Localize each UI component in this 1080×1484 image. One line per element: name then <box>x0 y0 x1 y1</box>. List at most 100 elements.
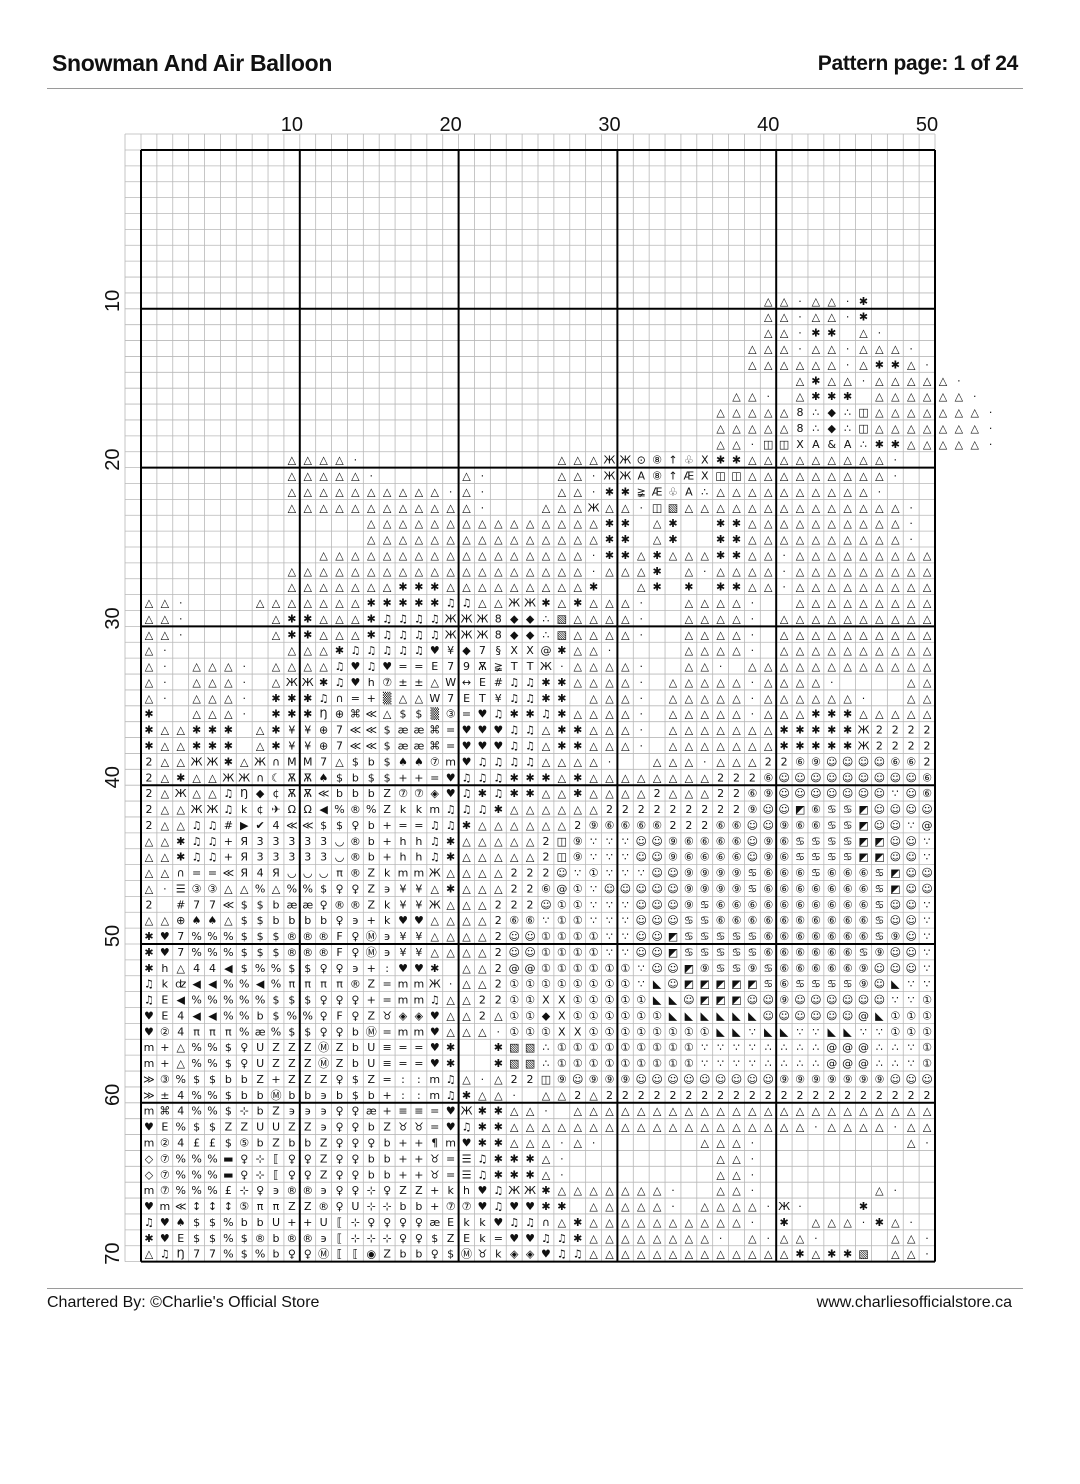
stitch-symbol: △ <box>764 327 773 340</box>
stitch-symbol: ♫ <box>398 612 408 625</box>
stitch-symbol: ⑥ <box>747 787 757 800</box>
stitch-symbol: △ <box>573 549 582 562</box>
stitch-symbol: $ <box>272 1009 279 1022</box>
stitch-symbol: ♫ <box>509 676 519 689</box>
stitch-symbol: △ <box>161 740 170 753</box>
stitch-symbol: ① <box>605 1057 615 1070</box>
stitch-symbol: ∴ <box>844 406 851 419</box>
stitch-symbol: · <box>751 628 755 641</box>
stitch-symbol: △ <box>748 755 757 768</box>
stitch-symbol: ♫ <box>493 771 503 784</box>
column-number-label: 10 <box>281 114 303 136</box>
stitch-symbol: $ <box>288 962 295 975</box>
stitch-symbol: ∵ <box>590 882 597 895</box>
stitch-symbol: · <box>751 1137 755 1150</box>
stitch-symbol: = <box>383 978 392 991</box>
stitch-symbol: £ <box>225 1184 232 1197</box>
stitch-symbol: △ <box>573 676 582 689</box>
stitch-symbol: ◩ <box>874 851 884 864</box>
stitch-symbol: ◣ <box>685 1009 694 1022</box>
stitch-symbol: ↔ <box>462 676 471 689</box>
stitch-symbol: △ <box>367 549 376 562</box>
stitch-symbol: b <box>415 1200 422 1213</box>
stitch-symbol: m <box>445 1137 456 1150</box>
stitch-symbol: ① <box>573 946 583 959</box>
stitch-symbol: ① <box>589 1025 599 1038</box>
stitch-symbol: △ <box>383 485 392 498</box>
stitch-symbol: ∴ <box>765 1057 772 1070</box>
stitch-symbol: △ <box>256 724 265 737</box>
stitch-symbol: 2 <box>145 819 152 832</box>
stitch-symbol: △ <box>446 930 455 943</box>
stitch-symbol: △ <box>335 628 344 641</box>
stitch-symbol: k <box>447 1184 454 1197</box>
stitch-symbol: ∵ <box>590 914 597 927</box>
stitch-symbol: · <box>909 501 913 514</box>
stitch-symbol: ♠ <box>176 1216 186 1229</box>
stitch-symbol: △ <box>224 708 233 721</box>
stitch-symbol: ☺ <box>794 787 805 800</box>
stitch-symbol: ♫ <box>144 1216 154 1229</box>
stitch-symbol: ① <box>589 930 599 943</box>
stitch-symbol: ♫ <box>477 803 487 816</box>
stitch-symbol: ♥ <box>414 962 424 975</box>
stitch-symbol: ∵ <box>606 914 613 927</box>
stitch-symbol: △ <box>431 565 440 578</box>
stitch-symbol: ⑥ <box>827 962 837 975</box>
stitch-symbol: ① <box>922 1025 932 1038</box>
stitch-symbol: ▧ <box>509 1041 519 1054</box>
stitch-symbol: ∩ <box>542 1216 550 1229</box>
stitch-symbol: ▒ <box>431 707 440 721</box>
stitch-symbol: △ <box>907 438 916 451</box>
stitch-symbol: 2 <box>749 1089 756 1102</box>
stitch-symbol: Z <box>272 1041 280 1054</box>
stitch-symbol: ◫ <box>652 501 662 514</box>
stitch-symbol: △ <box>764 422 773 435</box>
stitch-symbol: ♫ <box>509 692 519 705</box>
stitch-symbol: ☺ <box>651 882 662 895</box>
stitch-symbol: T <box>526 660 534 673</box>
row-number-label: 20 <box>102 449 124 471</box>
stitch-symbol: ♥ <box>493 724 503 737</box>
stitch-symbol: % <box>191 946 201 959</box>
stitch-symbol: ¥ <box>400 898 407 911</box>
stitch-symbol: ① <box>541 962 551 975</box>
stitch-symbol: ∴ <box>812 406 819 419</box>
stitch-symbol: △ <box>319 454 328 467</box>
stitch-symbol: ☺ <box>890 803 901 816</box>
stitch-symbol: ⑥ <box>747 898 757 911</box>
stitch-symbol: ± <box>398 676 407 689</box>
stitch-symbol: △ <box>796 470 805 483</box>
stitch-symbol: $ <box>320 882 327 895</box>
stitch-symbol: ✱ <box>176 771 185 784</box>
stitch-symbol: ⊹ <box>367 1200 376 1213</box>
stitch-symbol: ⑥ <box>732 851 742 864</box>
stitch-symbol: △ <box>891 533 900 546</box>
stitch-symbol: ♫ <box>541 1232 551 1245</box>
stitch-symbol: E <box>161 1121 168 1134</box>
stitch-symbol: ⑥ <box>763 771 773 784</box>
stitch-symbol: · <box>957 374 961 387</box>
stitch-symbol: △ <box>701 724 710 737</box>
stitch-symbol: Ж <box>175 787 187 800</box>
stitch-symbol: m <box>414 1025 425 1038</box>
stitch-symbol: △ <box>573 803 582 816</box>
stitch-symbol: % <box>191 1041 201 1054</box>
stitch-symbol: b <box>352 1041 359 1054</box>
stitch-symbol: ① <box>922 1041 932 1054</box>
stitch-symbol: Ж <box>445 628 457 641</box>
stitch-symbol: Z <box>304 1121 312 1134</box>
stitch-symbol: ⑥ <box>716 914 726 927</box>
stitch-symbol: △ <box>589 755 598 768</box>
stitch-symbol: @ <box>922 819 933 832</box>
stitch-symbol: △ <box>653 1184 662 1197</box>
stitch-symbol: ∵ <box>622 835 629 848</box>
stitch-symbol: △ <box>875 612 884 625</box>
stitch-symbol: $ <box>272 930 279 943</box>
stitch-symbol: ∵ <box>606 946 613 959</box>
stitch-symbol: △ <box>685 549 694 562</box>
stitch-symbol: · <box>639 612 643 625</box>
stitch-symbol: ✱ <box>780 724 789 737</box>
stitch-symbol: △ <box>558 1121 567 1134</box>
stitch-symbol: 3 <box>272 835 279 848</box>
